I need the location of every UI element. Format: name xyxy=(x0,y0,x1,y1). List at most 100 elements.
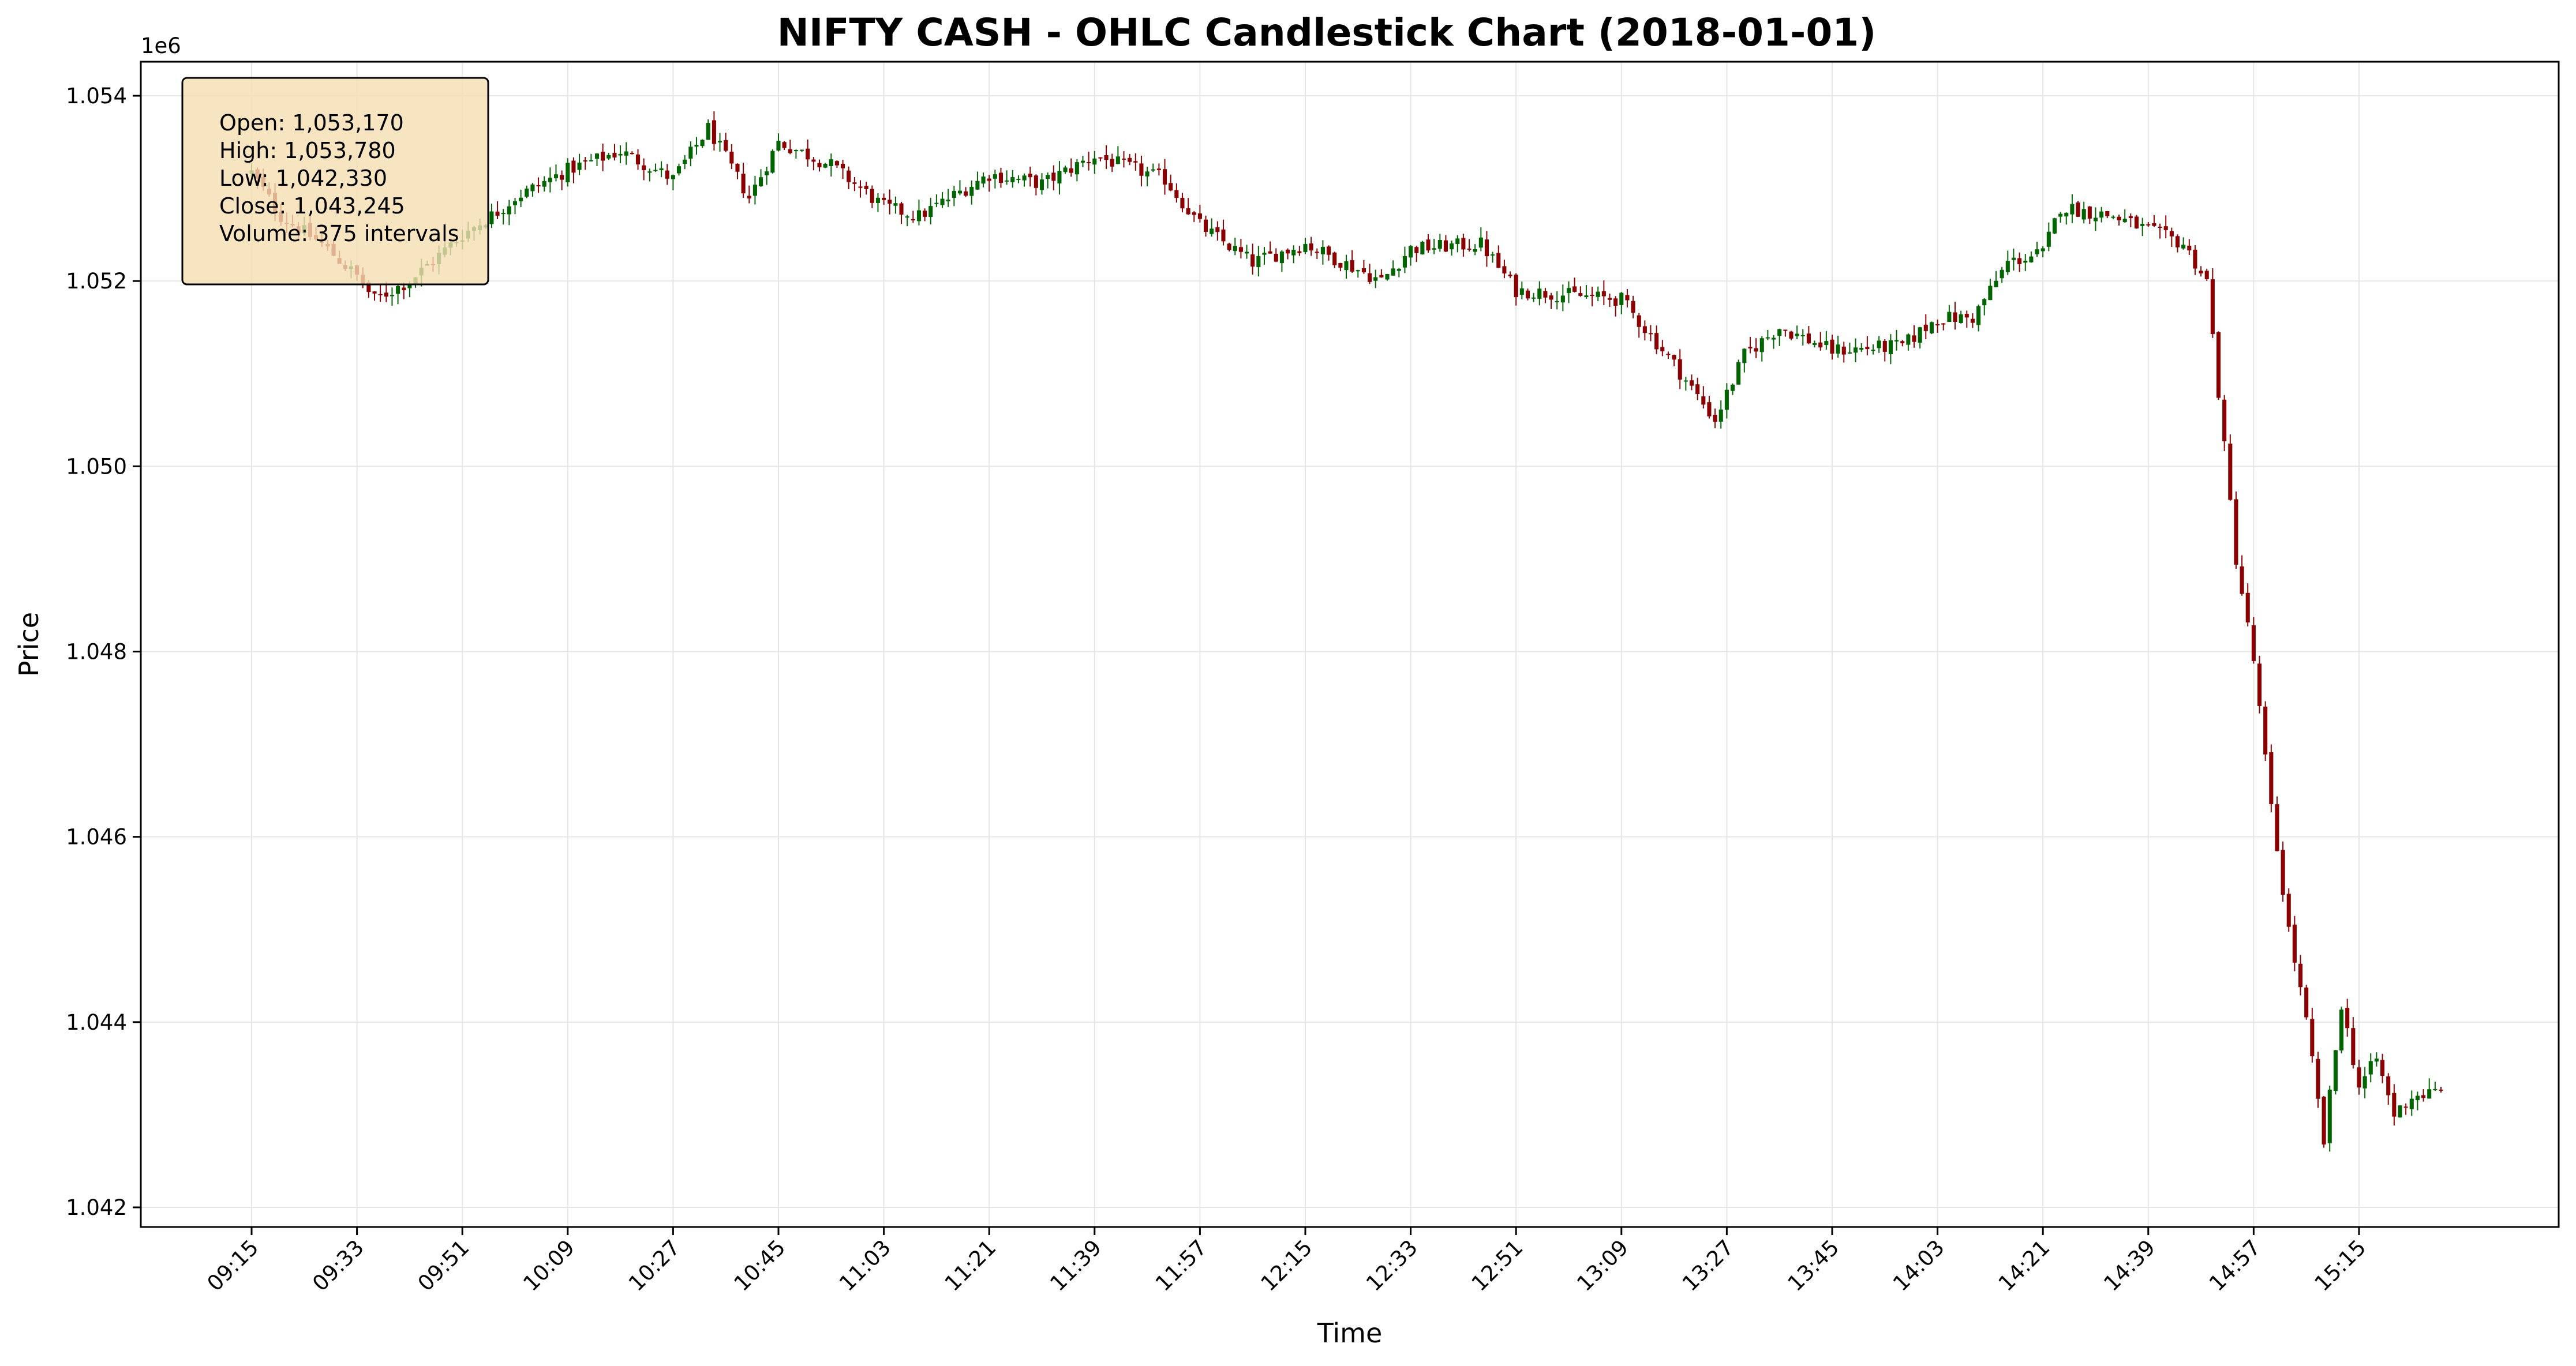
candle-body xyxy=(1888,340,1893,354)
candle-body xyxy=(1566,288,1571,293)
candle-body xyxy=(1169,183,1173,191)
candle-body xyxy=(601,151,605,161)
candle-body xyxy=(1309,243,1313,251)
candle-body xyxy=(1771,337,1776,340)
candle-body xyxy=(1361,268,1366,273)
candle-body xyxy=(847,170,851,182)
candle-body xyxy=(1672,355,1676,360)
candle-body xyxy=(841,163,845,168)
candle-body xyxy=(829,159,833,166)
candle-body xyxy=(583,160,587,162)
candle-body xyxy=(1970,318,1975,323)
info-open: Open: 1,053,170 xyxy=(219,110,404,136)
candle-body xyxy=(1818,342,1823,348)
candle-body xyxy=(1332,252,1337,265)
candle-body xyxy=(2216,332,2221,398)
candle-body xyxy=(1619,292,1624,305)
y-offset-label: 1e6 xyxy=(141,33,181,58)
y-tick-label: 1.044 xyxy=(66,1010,127,1035)
candle-body xyxy=(1923,324,1928,331)
candle-body xyxy=(1104,155,1109,160)
candle-body xyxy=(2081,209,2086,220)
candle-body xyxy=(1356,270,1360,272)
x-axis-label: Time xyxy=(1317,1318,1383,1349)
candle-body xyxy=(1502,266,1507,274)
info-box: Open: 1,053,170 High: 1,053,780 Low: 1,0… xyxy=(181,77,489,286)
candle-body xyxy=(712,120,716,144)
candle-body xyxy=(823,163,828,168)
candle-body xyxy=(1426,239,1431,251)
candle-body xyxy=(1291,249,1296,256)
candle-body xyxy=(2111,216,2116,218)
candle-body xyxy=(1854,347,1858,353)
candle-body xyxy=(1016,179,1021,181)
candle-body xyxy=(1941,323,1946,325)
candle-body xyxy=(1297,251,1302,253)
candle-body xyxy=(1584,295,1589,298)
candle-body xyxy=(788,149,792,153)
candle-body xyxy=(2269,752,2274,804)
candle-body xyxy=(911,219,915,220)
candle-body xyxy=(2351,1028,2356,1065)
candle-body xyxy=(1192,212,1196,215)
candle-body xyxy=(624,151,628,156)
candle-body xyxy=(1128,157,1132,162)
candle-body xyxy=(2415,1095,2420,1101)
candle-body xyxy=(1514,275,1518,298)
y-tick-label: 1.054 xyxy=(66,84,127,108)
candle-body xyxy=(1087,162,1091,163)
candle-body xyxy=(770,151,775,173)
candle-body xyxy=(1701,396,1706,405)
candle-body xyxy=(2421,1095,2426,1098)
candle-body xyxy=(589,160,593,162)
candle-body xyxy=(1532,297,1536,299)
candle-body xyxy=(1982,299,1987,306)
candle-body xyxy=(899,203,904,215)
candle-body xyxy=(1894,340,1899,342)
candle-body xyxy=(2099,211,2104,218)
candle-body xyxy=(659,168,664,171)
candle-body xyxy=(1432,248,1436,250)
candle-body xyxy=(630,153,634,155)
candle-body xyxy=(2005,261,2010,272)
candle-body xyxy=(1227,243,1231,250)
y-tick-label: 1.046 xyxy=(66,825,127,850)
candle-body xyxy=(1935,324,1940,326)
candle-body xyxy=(1203,219,1208,232)
candle-body xyxy=(1074,162,1079,175)
candle-body xyxy=(852,182,857,184)
candle-body xyxy=(566,163,570,183)
candle-body xyxy=(1537,288,1542,299)
candle-body xyxy=(1115,156,1120,164)
candle-body xyxy=(2193,249,2197,269)
candle-body xyxy=(1877,340,1881,348)
candle-body xyxy=(1789,331,1794,339)
candle-body xyxy=(2357,1067,2361,1088)
candle-body xyxy=(1320,246,1325,254)
candle-body xyxy=(612,152,617,157)
candle-body xyxy=(1385,274,1390,280)
candle-body xyxy=(882,197,886,200)
candle-body xyxy=(2158,226,2162,228)
candle-body xyxy=(1215,227,1220,232)
candle-body xyxy=(1900,341,1905,344)
candle-body xyxy=(1379,275,1384,277)
candle-body xyxy=(1344,261,1349,271)
candle-body xyxy=(1121,158,1126,160)
candle-body xyxy=(1959,314,1963,324)
candle-body xyxy=(1210,228,1214,234)
candle-body xyxy=(1830,339,1834,354)
candle-body xyxy=(2398,1105,2402,1118)
y-axis: 1.042 1.044 1.046 1.048 1.050 1.052 1.054 xyxy=(66,84,141,1220)
candle-body xyxy=(1601,291,1606,297)
candle-body xyxy=(1315,252,1319,253)
candle-body xyxy=(2052,218,2057,234)
candle-body xyxy=(1256,256,1261,267)
candle-body xyxy=(402,287,406,291)
candle-body xyxy=(1028,174,1032,178)
candle-body xyxy=(2029,256,2034,262)
candle-body xyxy=(2087,206,2092,219)
info-close: Close: 1,043,245 xyxy=(219,193,405,219)
candle-body xyxy=(1484,239,1489,257)
